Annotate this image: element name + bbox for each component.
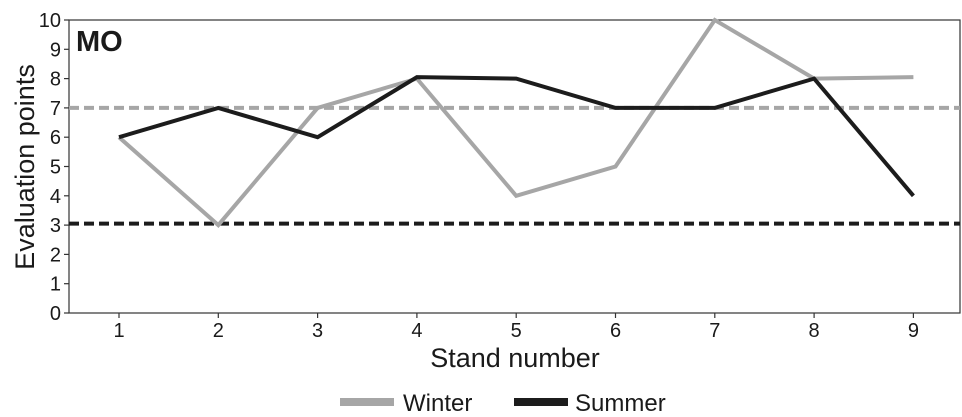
y-tick-label: 1 <box>50 274 61 296</box>
y-tick-label: 0 <box>50 303 61 325</box>
y-axis-ticks: 0 1 2 3 4 5 6 7 8 9 10 <box>39 10 69 325</box>
y-tick-label: 5 <box>50 157 61 179</box>
y-tick-label: 2 <box>50 244 61 266</box>
series-line-winter <box>117 17 914 228</box>
y-tick-label: 4 <box>50 186 61 208</box>
y-tick-label: 8 <box>50 69 61 91</box>
series-line-summer <box>118 75 915 198</box>
x-axis-title: Stand number <box>430 343 600 373</box>
panel-label: MO <box>76 26 123 58</box>
y-tick-label: 6 <box>50 127 61 149</box>
legend: Winter Summer <box>340 390 666 417</box>
x-axis-ticks: 1 2 3 4 5 6 7 8 9 <box>113 313 919 342</box>
x-tick-label: 6 <box>610 320 621 342</box>
x-tick-label: 1 <box>113 320 124 342</box>
legend-label-summer: Summer <box>575 390 666 417</box>
x-tick-label: 9 <box>908 320 919 342</box>
x-tick-label: 2 <box>213 320 224 342</box>
y-tick-label: 9 <box>50 39 61 61</box>
x-tick-label: 5 <box>511 320 522 342</box>
series-lines <box>117 17 915 228</box>
legend-label-winter: Winter <box>403 390 472 417</box>
reference-lines <box>69 105 960 226</box>
y-tick-label: 10 <box>39 10 61 32</box>
x-tick-label: 8 <box>809 320 820 342</box>
x-tick-label: 3 <box>312 320 323 342</box>
y-tick-label: 7 <box>50 98 61 120</box>
x-tick-label: 7 <box>709 320 720 342</box>
y-tick-label: 3 <box>50 215 61 237</box>
y-axis-title: Evaluation points <box>10 64 40 270</box>
x-tick-label: 4 <box>411 320 422 342</box>
plot-frame <box>68 19 961 314</box>
